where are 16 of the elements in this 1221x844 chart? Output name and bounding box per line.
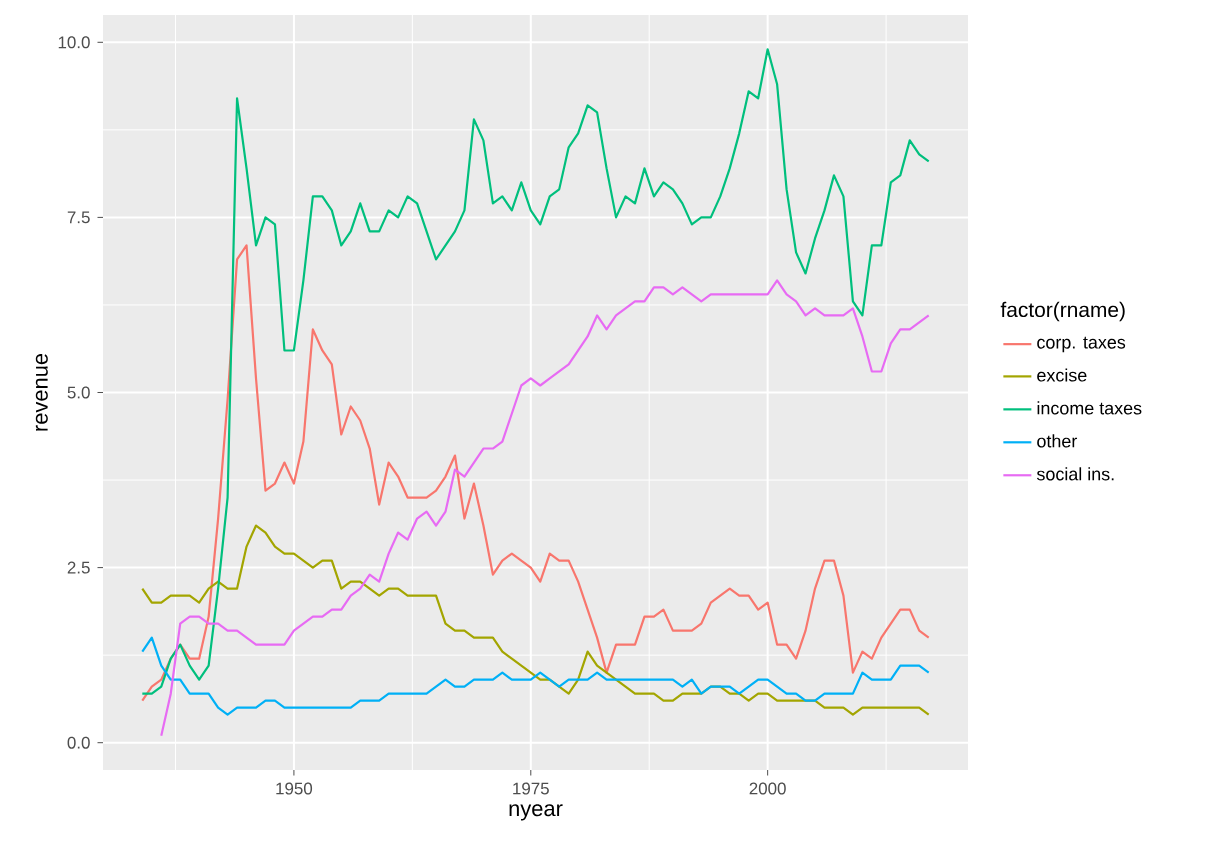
y-tick-label: 2.5 [67,561,90,574]
x-tick-label: 1950 [276,782,313,795]
legend-label: social ins. [1036,467,1114,481]
y-tick-label: 0.0 [67,736,90,749]
legend-label: other [1037,434,1078,448]
legend-title: factor(rname) [1000,301,1125,322]
y-tick-label: 5.0 [67,386,90,399]
y-axis-title: revenue [35,353,48,431]
legend-label: excise [1037,368,1087,382]
x-axis-title: nyear [509,804,563,821]
x-tick-label: 2000 [749,782,786,795]
legend-label: income taxes [1037,401,1142,415]
legend-label: corp. taxes [1037,336,1126,353]
y-tick-label: 7.5 [67,211,90,224]
y-tick-label: 10.0 [58,36,90,49]
x-tick-label: 1975 [513,782,549,795]
